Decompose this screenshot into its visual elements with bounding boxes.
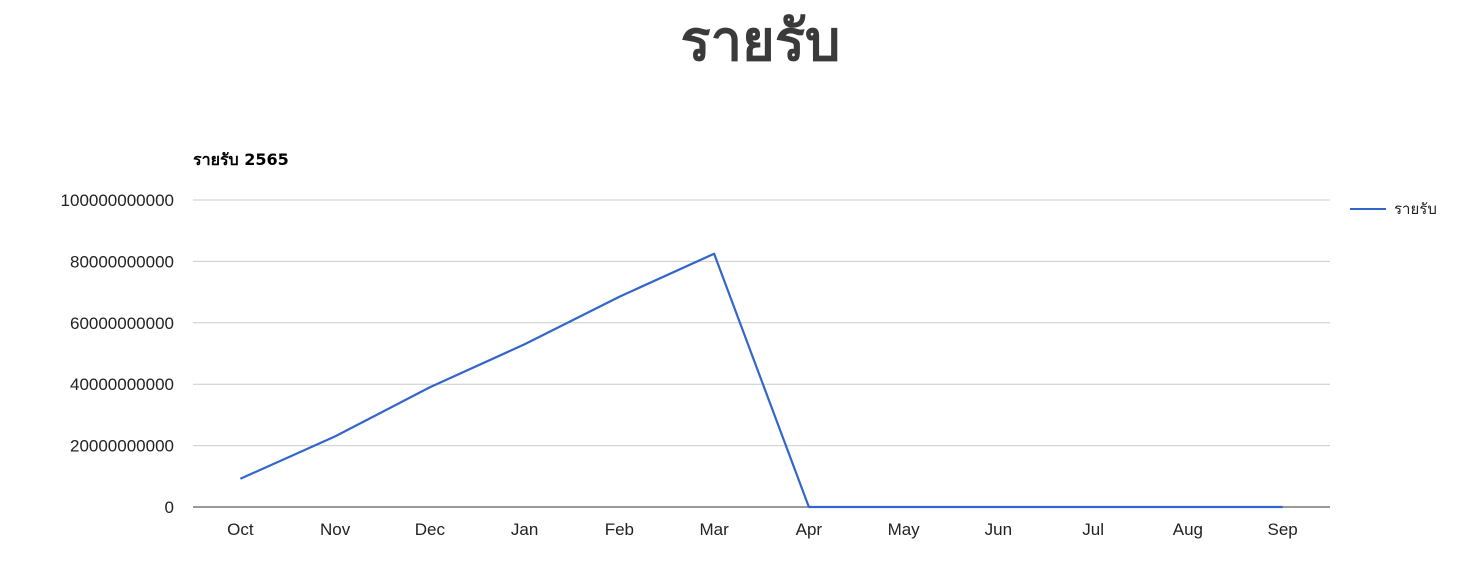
legend[interactable]: รายรับ [1350, 200, 1437, 218]
x-tick-label: Oct [227, 520, 254, 539]
series-line[interactable] [239, 252, 1283, 509]
x-tick-label: Jun [985, 520, 1012, 539]
y-tick-label: 100000000000 [61, 191, 174, 210]
x-tick-label: Jul [1082, 520, 1104, 539]
x-tick-label: Feb [605, 520, 634, 539]
x-tick-label: Apr [796, 520, 823, 539]
page-heading: รายรับ [680, 9, 841, 74]
x-tick-label: May [888, 520, 921, 539]
y-tick-label: 20000000000 [70, 437, 174, 456]
y-tick-label: 0 [165, 498, 174, 517]
chart-title: รายรับ 2565 [193, 150, 289, 169]
x-tick-label: Mar [699, 520, 729, 539]
y-axis-tick-labels: 0 20000000000 40000000000 60000000000 800000… [61, 191, 174, 517]
y-tick-label: 40000000000 [70, 375, 174, 394]
x-tick-label: Jan [511, 520, 538, 539]
y-tick-label: 80000000000 [70, 252, 174, 271]
legend-label: รายรับ [1394, 200, 1437, 218]
gridlines [193, 199, 1330, 508]
series-layer [239, 252, 1283, 509]
x-axis-tick-labels: Oct Nov Dec Jan Feb Mar Apr May Jun Jul Aug Sep [227, 520, 1298, 539]
x-tick-label: Dec [415, 520, 446, 539]
x-tick-label: Nov [320, 520, 351, 539]
x-tick-label: Aug [1173, 520, 1203, 539]
y-tick-label: 60000000000 [70, 314, 174, 333]
x-tick-label: Sep [1268, 520, 1298, 539]
